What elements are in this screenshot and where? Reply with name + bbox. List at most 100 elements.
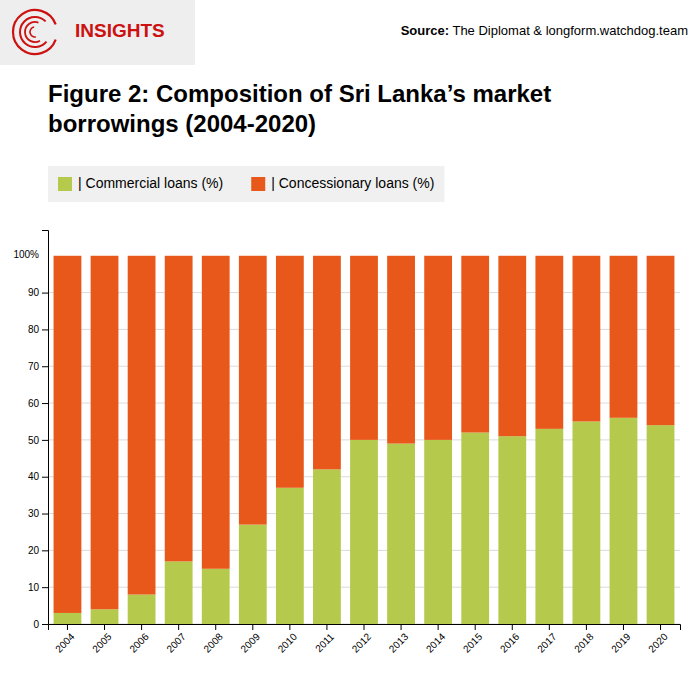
header-background [0, 0, 195, 65]
source: Source: The Diplomat & longform.watchdog… [401, 23, 688, 38]
logo-arc [13, 10, 56, 54]
bar [91, 609, 119, 624]
bar [461, 256, 489, 433]
y-tick-mark [42, 514, 48, 515]
x-tick-label: 2012 [350, 631, 374, 655]
source-part: Source: [401, 23, 449, 38]
y-tick-mark [42, 293, 48, 294]
y-tick-mark [42, 403, 48, 404]
bar [239, 256, 267, 525]
chart: INSIGHTS Source: The Diplomat & longform.… [0, 0, 700, 684]
x-tick-label: 2006 [127, 631, 151, 655]
y-tick: 40 [28, 471, 48, 482]
y-tick-mark [42, 624, 48, 625]
x-tick-mark [512, 624, 513, 630]
header: INSIGHTS Source: The Diplomat & longform.… [0, 0, 688, 65]
title-line: Figure 2: Composition of Sri Lanka’s mar… [48, 80, 551, 107]
x-tick: 2019 [609, 624, 633, 655]
y-tick: 10 [28, 582, 48, 593]
logo-arc [25, 22, 40, 42]
legend-item: | Commercial loans (%) [58, 175, 223, 191]
x-axis-line [49, 625, 681, 631]
legend-swatch [58, 177, 72, 191]
x-tick-mark [67, 624, 68, 630]
x-tick-mark [178, 624, 179, 630]
brand: INSIGHTS [75, 20, 165, 41]
bar [647, 256, 675, 425]
bar [387, 256, 415, 444]
y-tick-label: 80 [28, 324, 40, 335]
bar [54, 256, 82, 613]
bar [239, 525, 267, 624]
bar [424, 440, 452, 624]
bar [313, 256, 341, 470]
y-axis-line [42, 231, 49, 625]
legend: | Commercial loans (%) | Concessionary lo… [48, 166, 444, 202]
x-tick-mark [104, 624, 105, 630]
bar [165, 256, 193, 562]
logo-arc [30, 27, 36, 37]
bars [54, 256, 675, 624]
x-tick: 2018 [572, 624, 596, 655]
x-tick-mark [364, 624, 365, 630]
y-tick-label: 30 [28, 508, 40, 519]
x-tick-mark [586, 624, 587, 630]
y-tick-label: 40 [28, 471, 40, 482]
x-tick-label: 2014 [424, 631, 448, 655]
x-tick-label: 2004 [53, 631, 77, 655]
bar [165, 561, 193, 624]
x-axis: 2004200520062007200820092010201120122013… [49, 624, 681, 655]
y-tick-label: 10 [28, 582, 40, 593]
bar [91, 256, 119, 609]
bar [498, 436, 526, 624]
y-tick: 60 [28, 398, 48, 409]
y-tick: 0 [33, 619, 48, 630]
x-tick: 2012 [350, 624, 374, 655]
bar [128, 256, 156, 595]
plot: 0102030405060708090200420052006200720082… [13, 231, 680, 655]
logo [13, 10, 56, 54]
x-tick-mark [475, 624, 476, 630]
x-tick-label: 2019 [609, 631, 633, 655]
bar [610, 256, 638, 418]
annotation: 100% [13, 249, 39, 260]
bar [498, 256, 526, 436]
y-tick-mark [42, 477, 48, 478]
x-tick-mark [660, 624, 661, 630]
y-tick-mark [42, 440, 48, 441]
y-tick: 30 [28, 508, 48, 519]
title-line: borrowings (2004-2020) [48, 110, 316, 137]
x-tick: 2016 [498, 624, 522, 655]
y-tick-label: 50 [28, 435, 40, 446]
x-tick-mark [401, 624, 402, 630]
y-tick-label: 60 [28, 398, 40, 409]
x-tick-label: 2005 [90, 631, 114, 655]
bar [647, 425, 675, 624]
x-tick: 2004 [53, 624, 77, 655]
bar [573, 421, 601, 624]
x-tick-label: 2010 [276, 631, 300, 655]
bar [387, 444, 415, 624]
x-tick-mark [215, 624, 216, 630]
y-axis: 0102030405060708090 [28, 231, 49, 630]
bar [350, 440, 378, 624]
x-tick: 2011 [313, 624, 336, 654]
y-tick: 20 [28, 545, 48, 556]
logo-arc [20, 17, 46, 47]
bar [573, 256, 601, 422]
x-tick-label: 2018 [572, 631, 596, 655]
x-tick: 2008 [201, 624, 225, 655]
y-tick-mark [42, 329, 48, 330]
x-tick-label: 2009 [238, 631, 262, 655]
x-tick-mark [438, 624, 439, 630]
legend-label: | Concessionary loans (%) [271, 175, 434, 191]
bar [276, 256, 304, 488]
y-tick-mark [42, 550, 48, 551]
x-tick-mark [623, 624, 624, 630]
bar [610, 418, 638, 624]
y-tick-mark [42, 587, 48, 588]
x-tick: 2017 [535, 624, 559, 655]
bar [276, 488, 304, 624]
source-part: The Diplomat & longform.watchdog.team [449, 23, 688, 38]
legend-item: | Concessionary loans (%) [251, 175, 434, 191]
